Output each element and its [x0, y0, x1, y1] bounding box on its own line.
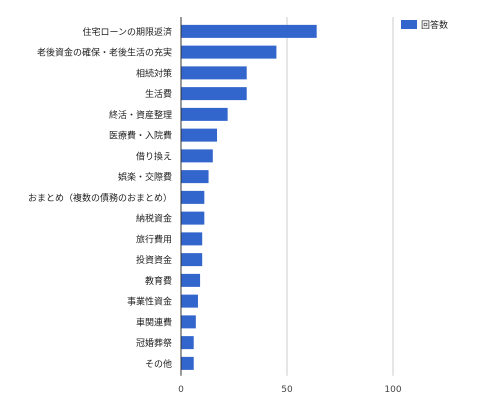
- category-label: 借り換え: [136, 150, 172, 162]
- category-label: おまとめ（複数の債務のおまとめ）: [28, 192, 172, 204]
- bar: [181, 170, 209, 184]
- legend: 回答数: [401, 19, 448, 31]
- bar: [181, 315, 196, 329]
- category-label: 納税資金: [136, 213, 172, 225]
- x-tick-label: 0: [178, 385, 184, 395]
- category-label: 教育費: [145, 275, 172, 287]
- bar: [181, 128, 218, 142]
- x-tick-label: 100: [384, 385, 401, 395]
- category-label: 住宅ローンの期限返済: [82, 26, 172, 38]
- category-labels: 住宅ローンの期限返済老後資金の確保・老後生活の充実相続対策生活費終活・資産整理医…: [28, 26, 172, 370]
- category-label: 老後資金の確保・老後生活の充実: [37, 47, 172, 59]
- x-axis-ticks: 0 50 100: [178, 385, 402, 395]
- category-label: 車関連費: [136, 316, 172, 328]
- bar: [181, 356, 194, 370]
- legend-swatch: [401, 20, 417, 29]
- bar: [181, 87, 247, 101]
- bar: [181, 190, 205, 204]
- category-label: 事業性資金: [127, 296, 172, 308]
- bar: [181, 273, 201, 287]
- category-label: 生活費: [145, 88, 172, 100]
- bar: [181, 232, 203, 246]
- bar: [181, 294, 198, 308]
- bars: [181, 24, 317, 370]
- x-tick-label: 50: [281, 385, 293, 395]
- bar: [181, 336, 194, 350]
- legend-label: 回答数: [421, 19, 448, 31]
- bar: [181, 253, 203, 267]
- category-label: 相続対策: [136, 67, 172, 79]
- grid-lines: [286, 17, 394, 376]
- bar: [181, 107, 228, 121]
- bar: [181, 66, 247, 80]
- category-label: 旅行費用: [136, 233, 172, 245]
- category-label: 娯楽・交際費: [118, 171, 172, 183]
- category-label: 冠婚葬祭: [136, 337, 172, 349]
- bar: [181, 24, 317, 38]
- category-label: 終活・資産整理: [109, 109, 172, 121]
- category-label: 医療費・入院費: [109, 130, 172, 142]
- bar: [181, 149, 213, 163]
- category-label: その他: [145, 358, 172, 370]
- bar: [181, 211, 205, 225]
- category-label: 投資資金: [136, 254, 172, 266]
- bar: [181, 45, 277, 59]
